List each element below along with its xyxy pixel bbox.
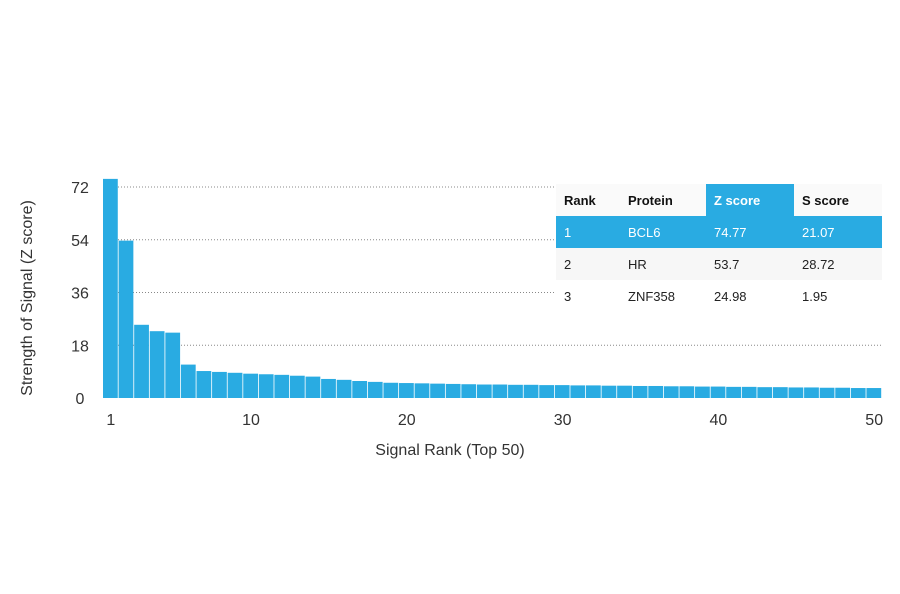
x-tick-labels: 1 10 20 30 40 50: [106, 412, 883, 429]
bar: [648, 385, 664, 398]
bar: [554, 385, 570, 398]
bar: [601, 385, 617, 398]
bar: [336, 379, 352, 398]
bar: [274, 374, 290, 398]
bar: [289, 375, 305, 398]
bar: [305, 376, 321, 398]
x-tick-label: 40: [710, 412, 728, 429]
cell-s-score: 28.72: [794, 248, 882, 280]
table-row: 2 HR 53.7 28.72: [556, 248, 882, 280]
table-header-row: Rank Protein Z score S score: [556, 184, 882, 216]
cell-protein: BCL6: [620, 216, 706, 248]
bar: [710, 386, 726, 398]
bar: [134, 324, 149, 398]
bars: [103, 178, 882, 398]
header-s-score: S score: [794, 184, 882, 216]
cell-rank: 1: [556, 216, 620, 248]
bar: [445, 383, 461, 398]
bar: [321, 378, 336, 398]
cell-rank: 3: [556, 280, 620, 312]
bar: [835, 387, 851, 398]
y-tick-label: 0: [76, 391, 85, 408]
bar: [632, 385, 648, 398]
y-tick-labels: 0 18 36 54 72: [71, 180, 89, 408]
cell-protein: ZNF358: [620, 280, 706, 312]
bar: [180, 364, 196, 398]
table-row: 1 BCL6 74.77 21.07: [556, 216, 882, 248]
cell-z-score: 24.98: [706, 280, 794, 312]
bar: [118, 240, 134, 398]
bar: [663, 386, 679, 398]
bar: [772, 387, 788, 398]
bar: [103, 178, 118, 398]
bar: [523, 384, 539, 398]
cell-rank: 2: [556, 248, 620, 280]
x-tick-label: 50: [865, 412, 883, 429]
x-axis-title: Signal Rank (Top 50): [375, 442, 525, 459]
table-row: 3 ZNF358 24.98 1.95: [556, 280, 882, 312]
bar: [227, 372, 243, 398]
y-tick-label: 36: [71, 286, 89, 303]
bar: [196, 371, 212, 398]
bar: [539, 385, 555, 398]
bar: [819, 387, 835, 398]
bar: [258, 374, 274, 398]
header-rank: Rank: [556, 184, 620, 216]
bar: [399, 383, 414, 398]
cell-z-score: 74.77: [706, 216, 794, 248]
y-tick-label: 72: [71, 180, 89, 197]
bar: [149, 331, 165, 398]
bar: [352, 381, 368, 398]
y-tick-label: 18: [71, 338, 89, 355]
gridlines: [103, 186, 882, 346]
cell-s-score: 1.95: [794, 280, 882, 312]
bar: [165, 332, 181, 398]
bar: [585, 385, 601, 398]
bar: [617, 385, 632, 398]
ranking-table: Rank Protein Z score S score 1 BCL6 74.7…: [556, 184, 882, 312]
bar: [414, 383, 430, 398]
bar: [804, 387, 819, 398]
bar: [430, 383, 445, 398]
bar: [367, 381, 383, 398]
bar: [850, 388, 866, 398]
bar: [570, 385, 586, 398]
bar: [476, 384, 492, 398]
header-z-score: Z score: [706, 184, 794, 216]
x-tick-label: 20: [398, 412, 416, 429]
x-tick-label: 10: [242, 412, 260, 429]
header-protein: Protein: [620, 184, 706, 216]
cell-protein: HR: [620, 248, 706, 280]
x-tick-label: 30: [554, 412, 572, 429]
bar: [788, 387, 804, 398]
y-axis-title: Strength of Signal (Z score): [19, 200, 36, 396]
bar: [461, 384, 477, 398]
bar: [866, 388, 882, 398]
bar: [508, 384, 523, 398]
bar: [679, 386, 695, 398]
bar: [741, 386, 757, 398]
bar: [695, 386, 710, 398]
cell-z-score: 53.7: [706, 248, 794, 280]
bar: [383, 382, 399, 398]
y-tick-label: 54: [71, 233, 89, 250]
cell-s-score: 21.07: [794, 216, 882, 248]
bar: [757, 387, 773, 398]
bar: [726, 386, 741, 398]
bar: [243, 373, 258, 398]
bar: [492, 384, 508, 398]
x-tick-label: 1: [106, 412, 115, 429]
bar: [212, 371, 227, 398]
